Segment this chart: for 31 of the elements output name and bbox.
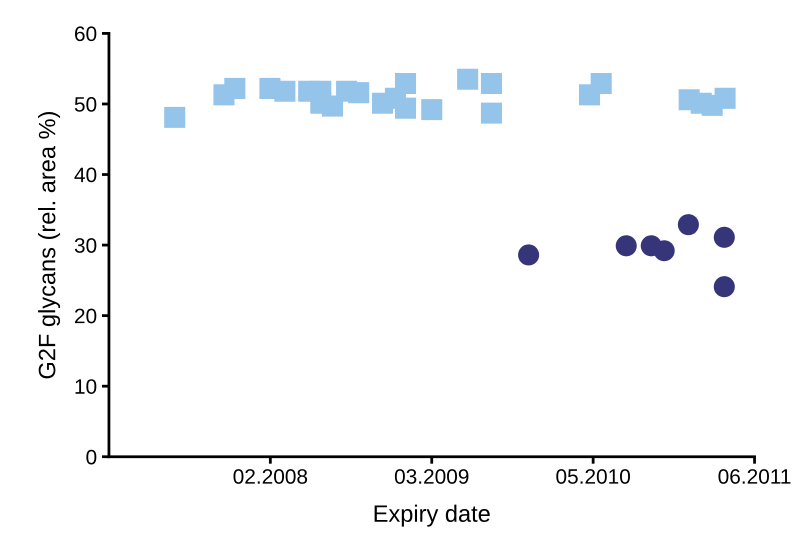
y-axis-title: G2F glycans (rel. area %): [38, 112, 60, 378]
y-tick-label: 20: [75, 308, 96, 324]
y-tick-label: 30: [74, 238, 96, 253]
point: [678, 214, 699, 236]
point: [654, 240, 675, 262]
x-axis-title: Expiry date: [374, 504, 490, 527]
point: [164, 106, 186, 128]
y-tick-label: 10: [76, 379, 96, 394]
point: [714, 226, 735, 248]
point: [421, 99, 442, 120]
x-tick-label: 05.2010: [556, 469, 630, 484]
point: [394, 72, 416, 94]
point: [224, 78, 246, 99]
y-tick-label: 40: [74, 168, 96, 182]
y-tick-label: 60: [75, 26, 96, 42]
point: [274, 80, 296, 102]
point: [480, 102, 502, 124]
point: [616, 235, 637, 256]
y-tick-label: 50: [74, 96, 96, 112]
x-tick-label: 03.2009: [394, 469, 468, 484]
point: [518, 244, 540, 266]
y-tick-label: 0: [86, 450, 96, 464]
x-tick-label: 06.2011: [718, 469, 790, 484]
point: [457, 68, 478, 90]
point: [714, 276, 735, 298]
point: [590, 72, 612, 94]
point: [714, 88, 736, 109]
x-tick-label: 02.2008: [234, 469, 308, 484]
point: [348, 82, 370, 104]
point: [480, 72, 502, 94]
point: [394, 98, 416, 119]
